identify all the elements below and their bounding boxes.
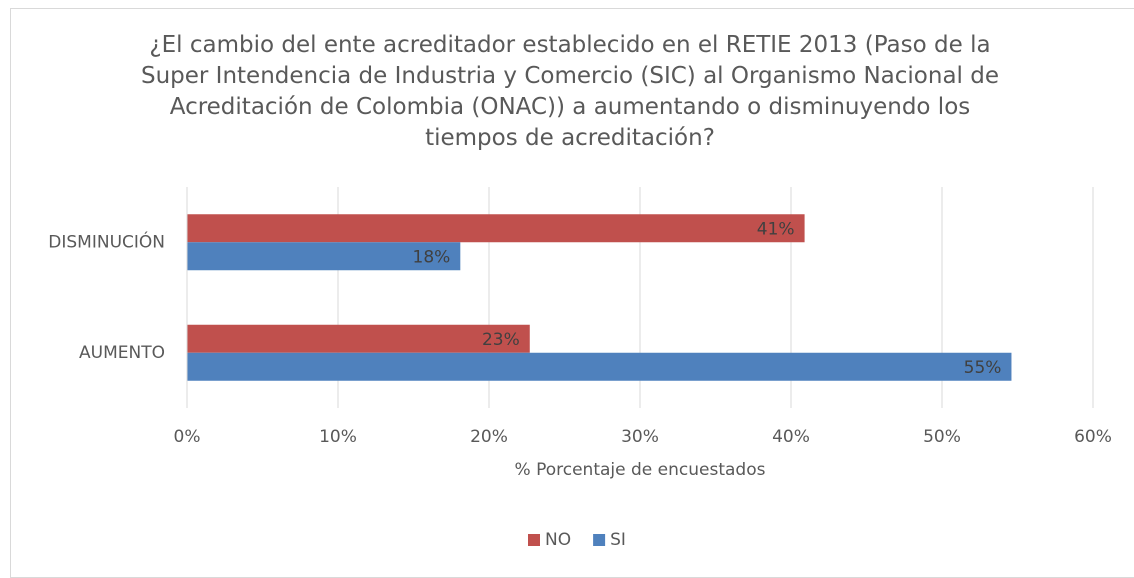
x-tick-label: 60% xyxy=(1074,427,1112,447)
y-tick-label: AUMENTO xyxy=(79,343,165,363)
y-tick-label: DISMINUCIÓN xyxy=(48,230,165,252)
legend-label: NO xyxy=(545,530,571,550)
x-axis-label: % Porcentaje de encuestados xyxy=(515,460,766,480)
data-label: 55% xyxy=(964,358,1002,378)
data-label: 41% xyxy=(757,219,795,239)
x-tick-label: 10% xyxy=(319,427,357,447)
data-label: 23% xyxy=(482,330,520,350)
bar xyxy=(187,214,805,243)
legend-swatch xyxy=(593,534,606,546)
x-tick-label: 20% xyxy=(470,427,508,447)
bar xyxy=(187,242,461,271)
legend-label: SI xyxy=(610,530,626,550)
legend-swatch xyxy=(528,534,540,546)
bar xyxy=(187,352,1012,381)
x-tick-label: 50% xyxy=(923,427,961,447)
chart-title: ¿El cambio del ente acreditador establec… xyxy=(140,32,999,151)
x-tick-label: 30% xyxy=(621,427,659,447)
x-tick-label: 40% xyxy=(772,427,810,447)
bar xyxy=(187,324,530,353)
x-tick-label: 0% xyxy=(174,427,201,447)
data-label: 18% xyxy=(413,247,451,267)
